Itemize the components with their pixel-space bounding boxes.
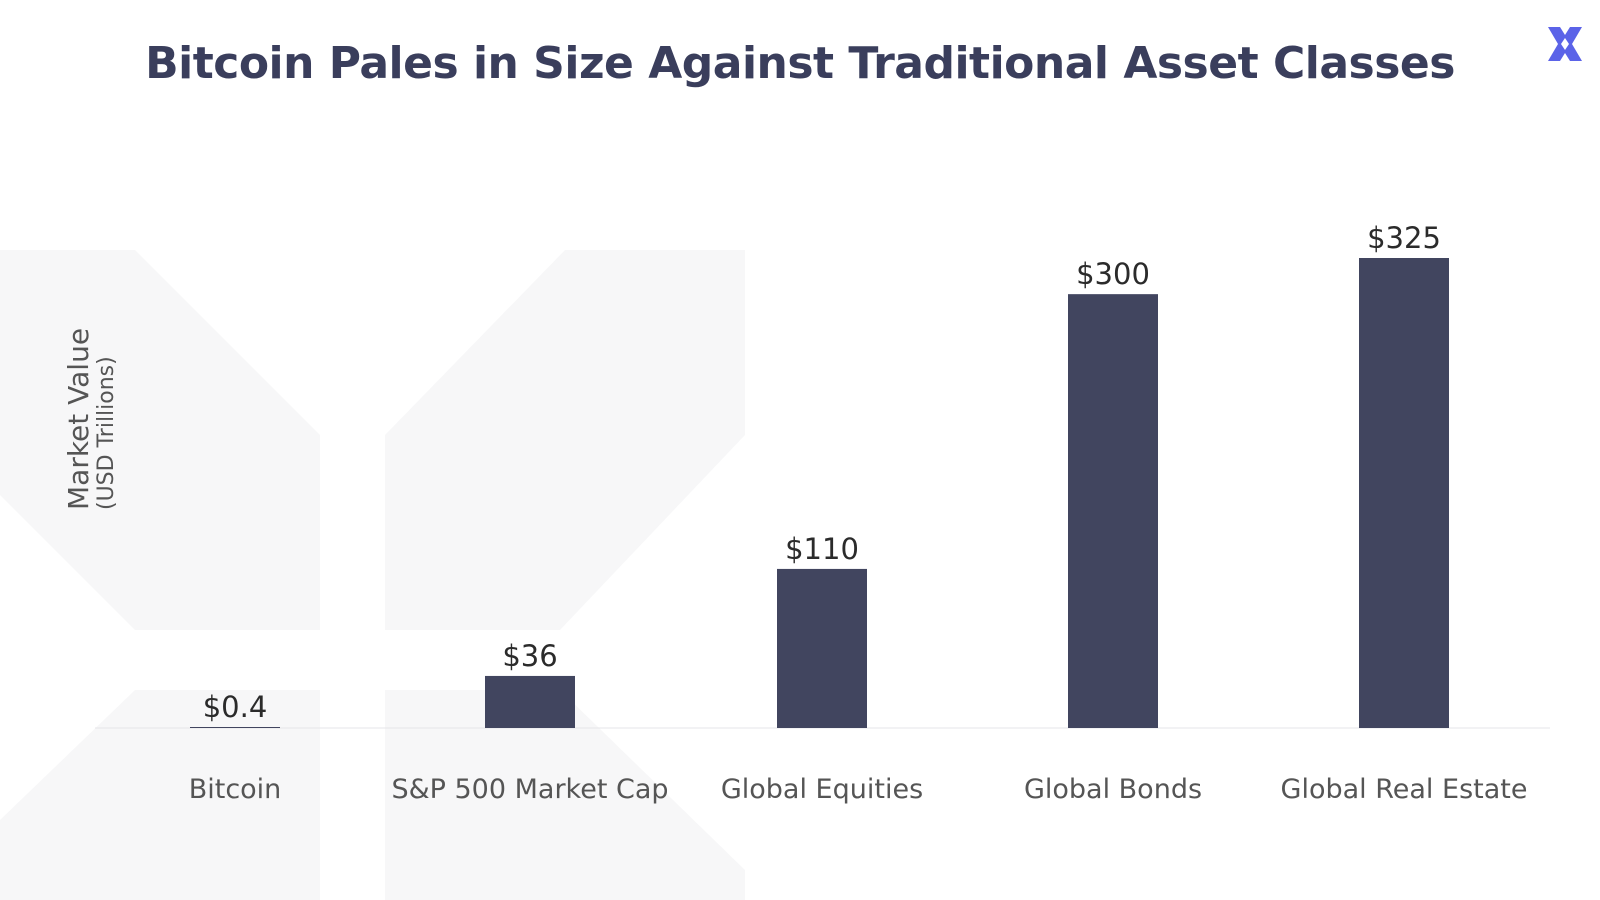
category-label-3: Global Bonds [1024,774,1202,805]
y-axis-label-sub: (USD Trillions) [93,356,119,510]
category-label-4: Global Real Estate [1281,774,1528,805]
category-label-0: Bitcoin [189,774,282,805]
bar-3 [1068,294,1158,728]
watermark-shape-left-upper [0,250,320,630]
y-axis-label-main: Market Value [62,327,95,510]
bar-0 [190,727,280,728]
x-logo-icon [1548,27,1582,61]
watermark-shape-center-upper [385,250,745,630]
chart-title: Bitcoin Pales in Size Against Traditiona… [145,38,1455,89]
data-label-1: $36 [502,639,557,673]
data-label-4: $325 [1367,221,1441,255]
watermark-shape-center-lower [385,690,745,900]
y-axis-label: Market Value (USD Trillions) [62,327,119,510]
watermark-shape-left-lower [0,690,320,900]
bar-4 [1359,258,1449,728]
category-label-1: S&P 500 Market Cap [391,774,668,805]
data-label-2: $110 [785,532,859,566]
bar-1 [485,675,575,728]
data-label-0: $0.4 [203,690,268,724]
bar-2 [777,568,867,728]
category-label-2: Global Equities [721,774,923,805]
data-label-3: $300 [1076,257,1150,291]
